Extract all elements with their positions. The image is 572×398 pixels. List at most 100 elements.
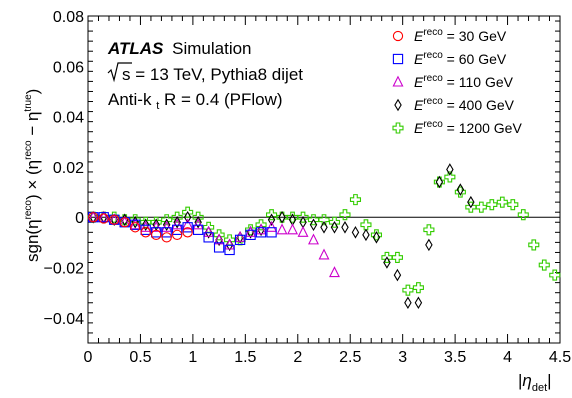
x-tick-label: 4.5 xyxy=(549,349,571,366)
y-axis-title: sgn(ηreco) × (ηreco − ηtrue) xyxy=(23,89,42,262)
data-point-square xyxy=(224,244,235,256)
legend-marker-diamond xyxy=(394,98,402,112)
data-point-cross xyxy=(444,171,456,183)
data-point-triangle xyxy=(119,215,131,227)
data-point-cross xyxy=(423,224,435,236)
data-point-circle xyxy=(98,213,109,224)
data-point-circle xyxy=(140,227,151,238)
data-point-triangle xyxy=(328,266,340,278)
series-triangle xyxy=(87,210,340,278)
data-point-square xyxy=(245,229,256,240)
data-point-diamond xyxy=(162,218,171,232)
data-point-diamond xyxy=(173,215,181,229)
x-tick-label: 3 xyxy=(398,349,407,366)
data-point-cross xyxy=(517,209,529,221)
data-point-triangle xyxy=(98,210,110,222)
data-point-cross xyxy=(475,201,487,213)
data-point-cross xyxy=(307,214,320,226)
simulation-label: Simulation xyxy=(172,39,251,58)
legend-label: Ereco = 1200 GeV xyxy=(414,119,522,136)
data-point-triangle xyxy=(150,220,162,232)
data-point-triangle xyxy=(234,230,246,242)
data-point-diamond xyxy=(404,296,412,310)
legend-label: Ereco = 60 GeV xyxy=(414,50,507,67)
x-tick-label: 4 xyxy=(503,349,512,366)
y-tick-label: −0.02 xyxy=(44,261,85,278)
data-point-diamond xyxy=(383,256,391,269)
data-point-cross xyxy=(412,282,424,294)
data-point-cross xyxy=(360,219,372,231)
plot-border xyxy=(87,15,561,344)
data-point-circle xyxy=(119,217,130,228)
data-point-triangle xyxy=(276,223,288,235)
data-point-triangle xyxy=(245,225,257,237)
data-point-diamond xyxy=(372,231,381,244)
y-tick-label: 0.04 xyxy=(53,110,84,127)
data-point-diamond xyxy=(341,221,349,234)
data-point-cross xyxy=(349,194,362,206)
energy-label: s = 13 TeV, Pythia8 dijet xyxy=(107,62,303,84)
data-point-diamond xyxy=(194,215,202,229)
experiment-label: ATLAS Simulation xyxy=(107,39,252,58)
data-point-circle xyxy=(172,229,183,240)
y-axis-ticks: −0.04 −0.02 0 0.02 0.04 0.06 0.08 xyxy=(44,9,560,344)
data-point-triangle xyxy=(308,233,320,245)
data-point-square xyxy=(161,227,172,238)
data-point-triangle xyxy=(224,238,236,250)
atlas-label: ATLAS xyxy=(107,39,164,58)
data-point-cross xyxy=(297,211,309,223)
data-point-circle xyxy=(109,214,120,225)
data-point-diamond xyxy=(467,195,475,209)
data-point-diamond xyxy=(435,175,444,189)
data-point-diamond xyxy=(320,221,328,234)
data-point-cross xyxy=(454,186,466,198)
legend-marker-square xyxy=(392,53,404,65)
data-point-cross xyxy=(213,229,225,241)
data-point-triangle xyxy=(182,218,194,230)
data-point-cross xyxy=(266,209,278,221)
x-tick-label: 1.5 xyxy=(234,349,256,366)
legend-marker-triangle xyxy=(392,75,404,87)
x-tick-label: 2.5 xyxy=(339,349,361,366)
data-point-square xyxy=(255,227,267,238)
data-point-square xyxy=(172,224,183,235)
data-point-diamond xyxy=(446,163,454,176)
data-point-cross xyxy=(549,269,561,281)
data-point-cross xyxy=(328,216,341,228)
series-circle xyxy=(88,212,193,243)
data-point-triangle xyxy=(140,220,152,232)
data-point-cross xyxy=(339,209,351,221)
legend-marker-cross xyxy=(392,122,404,134)
data-point-diamond xyxy=(393,268,402,282)
sqrt-symbol-icon xyxy=(107,62,132,83)
legend-label: Ereco = 30 GeV xyxy=(414,27,507,44)
data-point-cross xyxy=(538,259,550,271)
x-tick-label: 0.5 xyxy=(129,349,151,366)
data-point-diamond xyxy=(309,218,318,232)
data-point-square xyxy=(151,227,162,238)
plot-frame xyxy=(87,15,561,344)
data-point-triangle xyxy=(87,210,99,222)
x-axis-ticks: 0 0.5 1 1.5 2 2.5 3 3.5 4 4.5 xyxy=(84,16,571,366)
data-point-diamond xyxy=(141,218,150,232)
data-point-square xyxy=(213,242,225,253)
data-point-diamond xyxy=(456,183,465,196)
y-tick-label: 0.06 xyxy=(53,59,84,76)
series-cross xyxy=(87,171,561,296)
data-point-triangle xyxy=(266,220,278,232)
data-point-square xyxy=(192,224,204,235)
legend-label: Ereco = 110 GeV xyxy=(414,73,514,90)
x-tick-label: 0 xyxy=(84,349,93,366)
data-point-diamond xyxy=(330,221,339,234)
data-point-cross xyxy=(182,206,194,218)
data-point-diamond xyxy=(362,228,370,242)
data-point-diamond xyxy=(267,213,276,227)
y-tick-label: 0 xyxy=(75,210,84,227)
data-point-triangle xyxy=(171,218,183,230)
energy-text: s = 13 TeV, Pythia8 dijet xyxy=(122,65,303,84)
data-point-triangle xyxy=(108,213,120,225)
x-axis-title: |ηdet| xyxy=(518,371,552,394)
data-markers xyxy=(87,163,561,310)
data-point-cross xyxy=(255,219,267,231)
y-tick-label: 0.02 xyxy=(53,160,84,177)
